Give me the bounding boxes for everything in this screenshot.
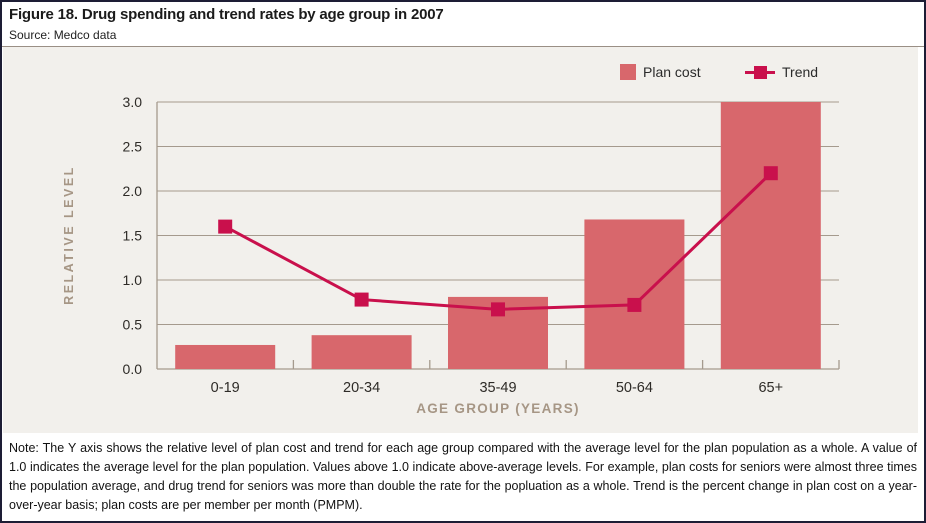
y-axis-title: RELATIVE LEVEL bbox=[62, 165, 76, 305]
x-tick-label: 65+ bbox=[758, 380, 783, 396]
y-tick-label: 0.0 bbox=[123, 361, 143, 377]
trend-point-0-19 bbox=[218, 219, 233, 234]
x-axis-title: AGE GROUP (YEARS) bbox=[416, 401, 580, 416]
trend-legend-marker-icon bbox=[745, 63, 775, 81]
note-text: Note: The Y axis shows the relative leve… bbox=[9, 441, 917, 512]
trend-legend-label: Trend bbox=[782, 64, 819, 80]
bar-20-34 bbox=[311, 335, 412, 369]
trend-point-35-49 bbox=[491, 302, 505, 317]
bar-50-64 bbox=[584, 219, 685, 369]
plan-cost-swatch-icon bbox=[620, 64, 636, 80]
figure-source: Source: Medco data bbox=[9, 28, 117, 42]
y-tick-label: 1.0 bbox=[123, 272, 143, 288]
figure-title: Figure 18. Drug spending and trend rates… bbox=[9, 6, 444, 23]
y-tick-label: 1.5 bbox=[123, 228, 143, 244]
legend-item-plan-cost: Plan cost bbox=[620, 63, 701, 81]
plan-cost-legend-label: Plan cost bbox=[643, 64, 701, 80]
trend-point-50-64 bbox=[627, 297, 642, 312]
bar-65+ bbox=[720, 102, 821, 369]
x-tick-label: 20-34 bbox=[343, 380, 380, 396]
legend-item-trend: Trend bbox=[745, 63, 818, 81]
trend-legend-square bbox=[753, 65, 767, 79]
x-tick-label: 50-64 bbox=[616, 380, 653, 396]
x-tick-label: 35-49 bbox=[479, 380, 516, 396]
y-tick-label: 0.5 bbox=[123, 317, 143, 333]
bar-0-19 bbox=[175, 344, 276, 369]
header-divider bbox=[0, 46, 926, 47]
y-tick-label: 3.0 bbox=[123, 94, 143, 110]
y-tick-label: 2.5 bbox=[123, 139, 143, 155]
x-tick-label: 0-19 bbox=[211, 380, 240, 396]
y-tick-label: 2.0 bbox=[123, 183, 143, 199]
trend-point-20-34 bbox=[354, 292, 369, 307]
trend-point-65+ bbox=[763, 166, 778, 181]
trend-line bbox=[224, 172, 772, 311]
